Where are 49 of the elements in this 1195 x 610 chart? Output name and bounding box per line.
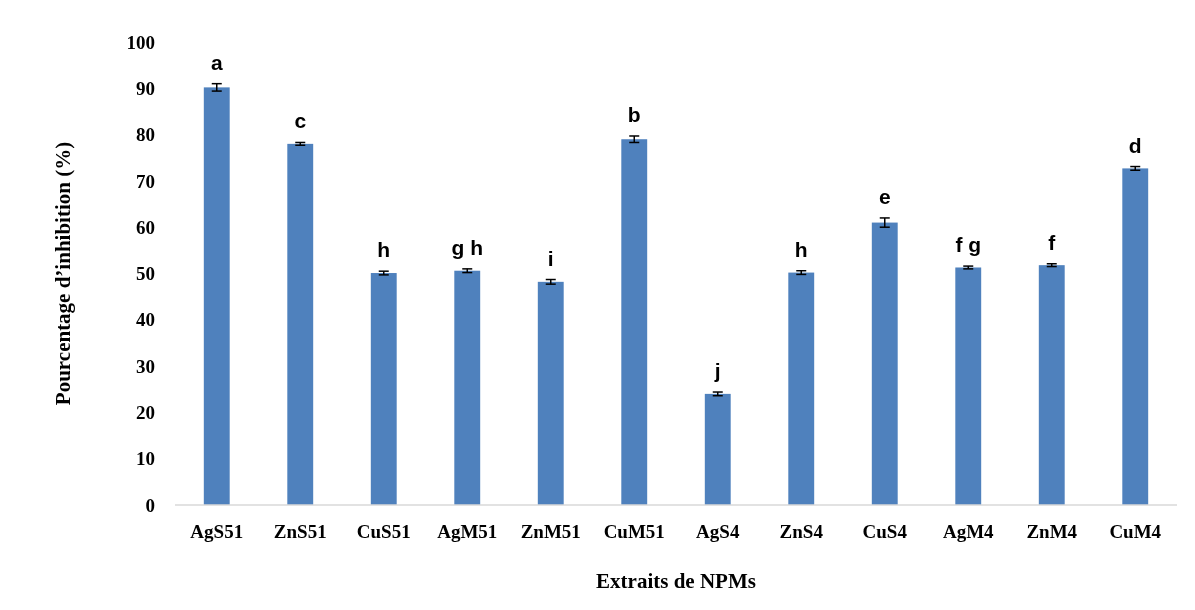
x-tick-label: CuM51 (603, 521, 665, 542)
y-tick-label: 50 (136, 263, 155, 285)
x-tick-label: AgM4 (942, 521, 995, 542)
x-tick-label: ZnS51 (273, 521, 327, 542)
y-tick-label: 90 (136, 77, 155, 99)
bar (704, 393, 731, 505)
annotation: d (1128, 133, 1142, 157)
x-tick-label: AgS4 (696, 521, 740, 542)
annotation: f g (955, 233, 982, 257)
annotation: g h (451, 235, 483, 259)
bar (203, 87, 230, 505)
y-axis-title: Pourcentage d’inhibition (%) (51, 141, 75, 406)
y-tick-label: 20 (136, 402, 155, 424)
bar (621, 139, 648, 505)
bar (287, 143, 314, 505)
y-tick-label: 80 (136, 124, 155, 146)
y-tick-label: 60 (136, 216, 155, 238)
y-tick-label: 40 (136, 309, 155, 331)
x-tick-label: AgS51 (190, 521, 244, 542)
annotation: h (794, 237, 808, 261)
y-tick-label: 10 (136, 448, 155, 470)
annotation: c (294, 109, 307, 133)
x-tick-label: AgM51 (437, 521, 498, 542)
bar (955, 267, 982, 505)
bar (1038, 265, 1065, 505)
x-tick-label: CuS51 (356, 521, 411, 542)
y-tick-label: 100 (126, 31, 155, 53)
annotation: b (627, 102, 641, 126)
y-tick-label: 30 (136, 355, 155, 377)
annotation: i (547, 246, 554, 270)
bar (537, 281, 564, 505)
bar (1122, 168, 1149, 505)
x-tick-label: CuM4 (1109, 521, 1162, 542)
x-tick-label: ZnM51 (520, 521, 581, 542)
annotation: j (713, 359, 721, 383)
x-tick-label: ZnM4 (1026, 521, 1078, 542)
annotation: h (377, 238, 391, 262)
x-tick-label: CuS4 (862, 521, 908, 542)
x-tick-label: ZnS4 (779, 521, 824, 542)
y-tick-label: 70 (136, 170, 155, 192)
bar (454, 270, 481, 505)
bar (871, 222, 898, 505)
annotation: e (878, 184, 891, 208)
y-tick-label: 0 (145, 494, 155, 516)
bar (370, 273, 397, 505)
bar (788, 272, 815, 505)
x-axis-title: Extraits de NPMs (596, 569, 756, 593)
annotation: f (1048, 230, 1057, 254)
annotation: a (210, 50, 223, 74)
